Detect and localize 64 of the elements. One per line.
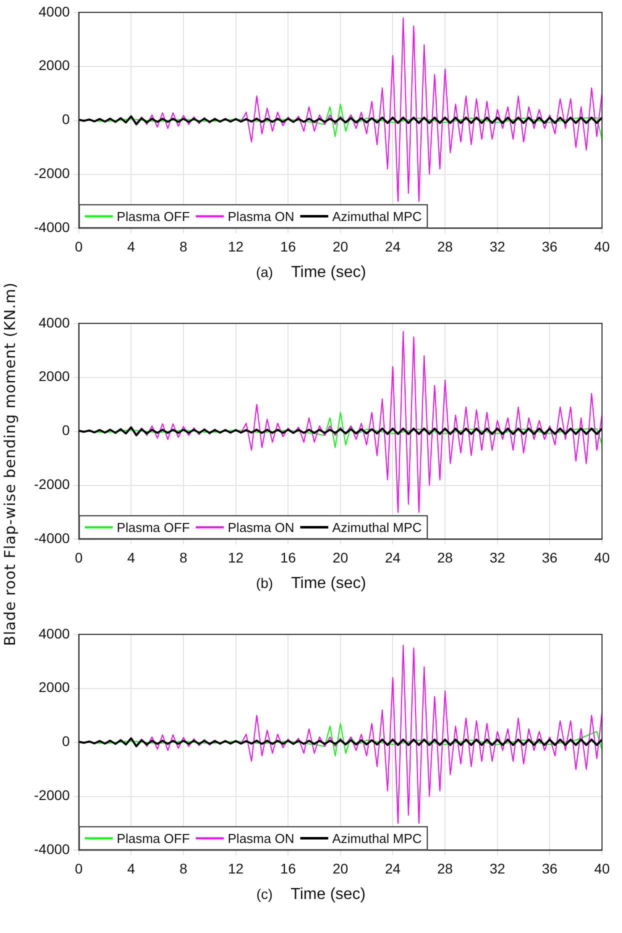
x-tick-label: 24 <box>384 238 401 254</box>
y-tick-label: 2000 <box>38 679 70 696</box>
x-tick-label: 32 <box>490 549 506 566</box>
x-tick-label: 12 <box>228 549 244 566</box>
y-tick-label: 4000 <box>38 314 70 330</box>
x-tick-label: 24 <box>384 549 401 566</box>
x-tick-label: 36 <box>542 860 558 876</box>
x-tick-label: 20 <box>332 860 348 876</box>
x-tick-label: 0 <box>74 549 83 566</box>
x-tick-label: 0 <box>74 238 83 254</box>
y-tick-label: 0 <box>62 111 70 128</box>
x-tick-label: 28 <box>437 860 454 876</box>
y-tick-label: -4000 <box>34 219 70 236</box>
y-tick-label: 4000 <box>38 625 70 642</box>
x-tick-label: 16 <box>280 549 296 566</box>
x-tick-label: 24 <box>384 860 401 876</box>
y-tick-label: 4000 <box>38 3 70 20</box>
x-tick-label: 40 <box>594 860 610 876</box>
x-tick-label: 40 <box>594 238 610 254</box>
x-tick-label: 8 <box>180 549 188 566</box>
y-tick-label: -2000 <box>34 165 70 182</box>
legend-label: Azimuthal MPC <box>332 520 422 535</box>
y-tick-label: -2000 <box>34 787 70 804</box>
y-tick-label: 2000 <box>38 368 70 384</box>
legend-label: Plasma ON <box>228 830 294 846</box>
x-tick-label: 12 <box>228 238 244 254</box>
y-tick-label: 2000 <box>38 57 70 74</box>
x-tick-label: 12 <box>228 860 244 876</box>
legend-label: Plasma OFF <box>116 830 190 846</box>
y-tick-label: -2000 <box>34 476 70 492</box>
x-tick-label: 32 <box>490 860 506 876</box>
legend-label: Azimuthal MPC <box>332 208 422 224</box>
x-axis-title: Time (sec) <box>290 886 366 904</box>
text: (b) <box>256 575 274 591</box>
x-tick-label: 4 <box>127 238 136 254</box>
x-tick-label: 28 <box>437 238 454 254</box>
x-tick-label: 8 <box>180 238 188 254</box>
x-tick-label: 32 <box>490 238 506 254</box>
text: (a) <box>256 264 274 280</box>
y-tick-label: 0 <box>62 422 70 438</box>
x-tick-label: 16 <box>280 860 296 876</box>
x-tick-label: 4 <box>127 549 136 566</box>
x-axis-title: Time (sec) <box>291 264 366 282</box>
y-tick-label: 0 <box>62 733 70 750</box>
legend-label: Plasma OFF <box>116 520 190 535</box>
x-tick-label: 16 <box>280 238 296 254</box>
x-tick-label: 0 <box>74 860 83 876</box>
text: (c) <box>256 886 273 902</box>
y-tick-label: -4000 <box>34 530 70 546</box>
x-tick-label: 8 <box>180 860 188 876</box>
y-axis-title: Blade root Flap-wise bending moment (KN.m) <box>1 281 19 648</box>
legend-label: Plasma ON <box>228 208 294 224</box>
legend-label: Plasma ON <box>228 520 294 535</box>
x-tick-label: 4 <box>127 860 136 876</box>
x-tick-label: 28 <box>437 549 454 566</box>
x-tick-label: 36 <box>542 238 558 254</box>
x-axis-title: Time (sec) <box>291 575 366 593</box>
y-tick-label: -4000 <box>34 841 70 858</box>
x-tick-label: 20 <box>332 238 348 254</box>
legend-label: Plasma OFF <box>116 208 190 224</box>
x-tick-label: 20 <box>332 549 348 566</box>
x-tick-label: 40 <box>594 549 610 566</box>
x-tick-label: 36 <box>542 549 558 566</box>
legend-label: Azimuthal MPC <box>332 830 422 846</box>
